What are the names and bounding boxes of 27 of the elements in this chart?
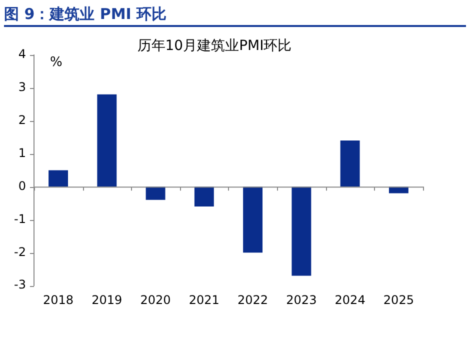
- y-axis-title: %: [50, 55, 62, 70]
- bar: [340, 140, 360, 187]
- y-tick-label: 3: [18, 80, 26, 94]
- x-tick-label: 2022: [238, 292, 268, 307]
- chart-title: 图 9：建筑业 PMI 环比: [4, 3, 466, 27]
- x-tick-label: 2024: [334, 292, 366, 307]
- bar: [292, 186, 312, 276]
- x-tick-label: 2025: [383, 292, 414, 307]
- bar: [146, 186, 166, 200]
- x-tick-label: 2020: [140, 292, 171, 307]
- x-tick-label: 2023: [286, 292, 317, 307]
- y-tick-label: -2: [14, 244, 26, 259]
- y-tick-label: 0: [18, 178, 26, 193]
- x-tick-label: 2021: [188, 292, 220, 307]
- bar: [97, 94, 117, 187]
- x-tick-label: 2018: [43, 292, 74, 307]
- chart-subtitle: 历年10月建筑业PMI环比: [137, 38, 292, 54]
- bar: [388, 186, 408, 194]
- y-tick-label: 4: [18, 46, 26, 61]
- bar: [243, 186, 263, 253]
- bar: [48, 170, 68, 187]
- y-tick-label: -1: [14, 212, 26, 226]
- y-tick-label: 1: [18, 146, 26, 160]
- bar: [194, 186, 214, 206]
- y-tick-label: 2: [18, 112, 26, 127]
- x-tick-label: 2019: [92, 292, 122, 307]
- y-tick-label: -3: [14, 278, 26, 292]
